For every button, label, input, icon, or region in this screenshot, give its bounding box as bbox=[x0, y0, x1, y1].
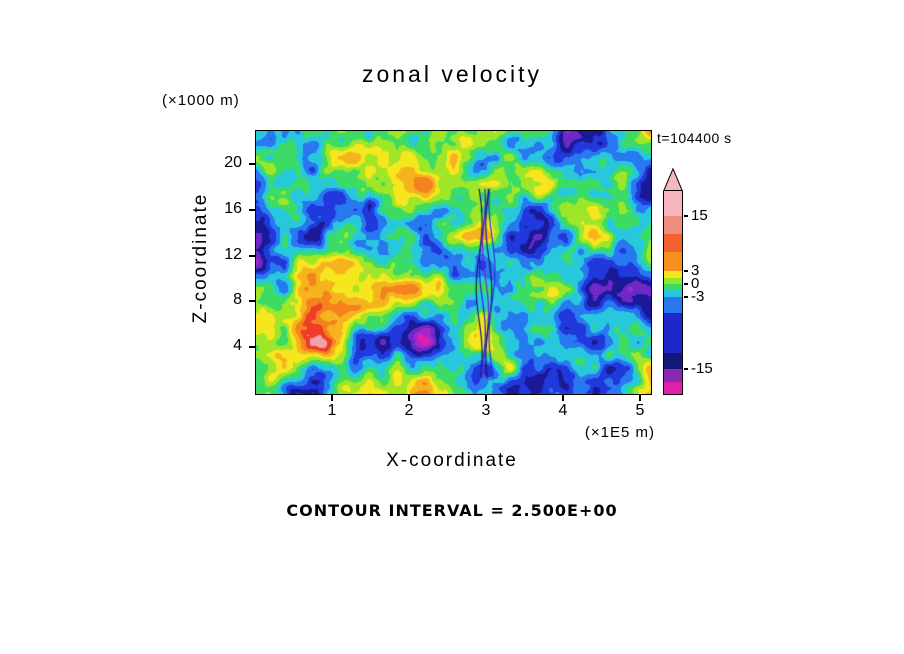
y-tick-mark bbox=[249, 163, 255, 165]
chart-title: zonal velocity bbox=[361, 61, 543, 87]
y-tick-label: 12 bbox=[224, 245, 242, 263]
colorbar-segment bbox=[664, 271, 682, 278]
contour-field-canvas bbox=[256, 131, 651, 394]
colorbar: 15 3 0 -3 -15 bbox=[663, 168, 753, 408]
colorbar-arrow-tip-icon bbox=[663, 168, 683, 191]
y-tick-mark bbox=[249, 300, 255, 303]
x-tick-mark bbox=[408, 395, 410, 401]
colorbar-label: 15 bbox=[691, 207, 708, 224]
y-tick-label: 8 bbox=[233, 291, 242, 309]
colorbar-segment bbox=[664, 290, 682, 297]
x-tick-mark bbox=[639, 395, 641, 401]
y-tick-label: 4 bbox=[233, 337, 242, 355]
colorbar-label: -3 bbox=[691, 288, 705, 305]
x-axis-title: X-coordinate bbox=[386, 450, 518, 471]
colorbar-label: -15 bbox=[691, 360, 713, 377]
x-tick-label: 2 bbox=[404, 402, 414, 419]
colorbar-tick-mark bbox=[684, 270, 688, 272]
colorbar-segment bbox=[664, 369, 682, 382]
colorbar-segment bbox=[664, 382, 682, 394]
colorbar-segment bbox=[664, 234, 682, 252]
y-tick-mark bbox=[249, 346, 255, 349]
y-axis-units: (×1000 m) bbox=[162, 92, 240, 109]
time-annotation: t=104400 s bbox=[657, 130, 732, 146]
colorbar-segment bbox=[664, 353, 682, 369]
colorbar-segment bbox=[664, 252, 682, 271]
x-tick-mark bbox=[562, 395, 564, 401]
colorbar-tick-mark bbox=[684, 283, 688, 285]
x-tick-mark bbox=[331, 395, 333, 401]
x-tick-mark bbox=[485, 395, 487, 401]
contour-plot bbox=[255, 130, 652, 395]
colorbar-segment bbox=[664, 216, 682, 234]
colorbar-tick-mark bbox=[684, 215, 688, 217]
x-tick-label: 4 bbox=[558, 402, 568, 419]
x-tick-label: 3 bbox=[481, 402, 491, 419]
y-tick-label: 20 bbox=[224, 154, 242, 171]
x-axis-units: (×1E5 m) bbox=[584, 424, 655, 441]
colorbar-label: 3 bbox=[691, 262, 700, 279]
colorbar-label: 0 bbox=[691, 275, 700, 292]
colorbar-segment bbox=[664, 278, 682, 284]
y-tick-label: 16 bbox=[224, 199, 242, 217]
x-tick-label: 1 bbox=[327, 402, 337, 419]
colorbar-tick-mark bbox=[684, 296, 688, 298]
colorbar-scale bbox=[663, 191, 683, 395]
colorbar-segment bbox=[664, 191, 682, 216]
colorbar-segment bbox=[664, 313, 682, 353]
x-tick-label: 5 bbox=[635, 402, 645, 419]
y-tick-mark bbox=[249, 254, 255, 257]
y-tick-mark bbox=[249, 208, 255, 211]
colorbar-tick-mark bbox=[684, 368, 688, 370]
colorbar-segment bbox=[664, 284, 682, 290]
colorbar-segment bbox=[664, 297, 682, 313]
contour-interval-label: CONTOUR INTERVAL = 2.500E+00 bbox=[286, 501, 618, 520]
